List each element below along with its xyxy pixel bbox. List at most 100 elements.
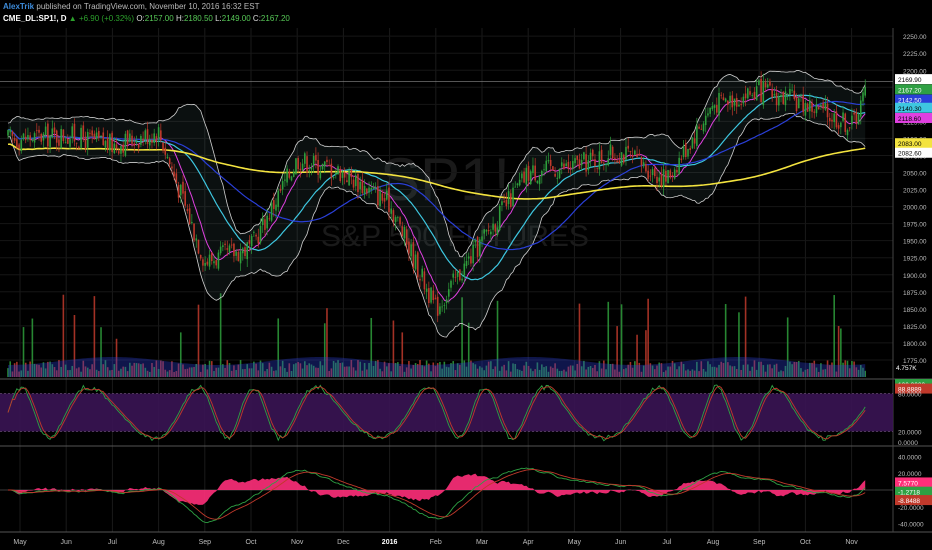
volume-bar bbox=[505, 370, 508, 377]
candle-body bbox=[636, 153, 638, 157]
volume-bar bbox=[193, 367, 195, 377]
volume-bar bbox=[244, 369, 246, 377]
symbol-name[interactable]: CME_DL:SP1!, D bbox=[3, 14, 67, 23]
candle-body bbox=[791, 89, 793, 91]
volume-bar bbox=[691, 369, 694, 377]
volume-bar bbox=[268, 362, 271, 377]
volume-bar bbox=[253, 361, 255, 377]
candle-body bbox=[239, 251, 242, 264]
volume-bar bbox=[806, 369, 809, 377]
candle-body bbox=[820, 104, 822, 107]
candle-body bbox=[392, 210, 395, 222]
candle-body bbox=[696, 125, 698, 146]
volume-bar bbox=[605, 369, 607, 377]
watermark-name: S&P 500 FUTURES bbox=[321, 220, 589, 253]
candle-body bbox=[75, 142, 78, 144]
volume-bar bbox=[436, 363, 439, 377]
candle-body bbox=[472, 244, 474, 264]
volume-bar bbox=[233, 365, 235, 377]
time-tick-label: May bbox=[568, 539, 582, 546]
candle-body bbox=[596, 167, 598, 169]
candle-body bbox=[749, 91, 751, 95]
candle-body bbox=[432, 290, 435, 301]
volume-bar bbox=[607, 301, 610, 377]
volume-bar bbox=[102, 364, 105, 377]
volume-bar bbox=[292, 364, 295, 377]
volume-bar bbox=[137, 363, 140, 377]
candle-body bbox=[182, 181, 184, 194]
price-tick-label: 1775.00 bbox=[903, 358, 927, 365]
volume-bar bbox=[80, 371, 82, 377]
macd-tick-label: -40.0000 bbox=[898, 522, 924, 529]
candle-body bbox=[620, 152, 623, 166]
volume-bar bbox=[474, 364, 477, 377]
candle-body bbox=[20, 140, 23, 151]
open-value: 2157.00 bbox=[144, 14, 174, 23]
candle-body bbox=[328, 165, 330, 166]
candle-body bbox=[857, 114, 860, 125]
candle-body bbox=[423, 271, 426, 290]
candle-body bbox=[372, 187, 375, 189]
last-ma-mid-label-bg bbox=[895, 102, 932, 113]
volume-bar bbox=[330, 368, 333, 377]
candle-body bbox=[541, 170, 543, 177]
volume-bar bbox=[855, 367, 858, 377]
volume-bar bbox=[115, 338, 118, 377]
candle-body bbox=[450, 280, 452, 288]
volume-bar bbox=[693, 370, 696, 377]
candle-body bbox=[113, 143, 116, 154]
candle-body bbox=[430, 287, 432, 303]
macd-histogram bbox=[8, 473, 866, 505]
volume-bar bbox=[609, 363, 612, 377]
volume-bar bbox=[494, 366, 497, 377]
volume-bar bbox=[625, 368, 627, 377]
candle-body bbox=[352, 179, 355, 188]
candle-body bbox=[306, 156, 308, 173]
volume-bar bbox=[75, 368, 78, 377]
price-tick-label: 2025.00 bbox=[903, 188, 927, 195]
candle-body bbox=[146, 129, 149, 144]
volume-bar bbox=[84, 366, 87, 377]
volume-bar bbox=[155, 360, 158, 377]
candle-body bbox=[498, 205, 501, 231]
volume-bar bbox=[487, 361, 490, 377]
volume-bar bbox=[328, 370, 330, 377]
candle-body bbox=[363, 185, 366, 195]
candle-body bbox=[445, 299, 448, 304]
candle-body bbox=[115, 144, 118, 149]
volume-bar bbox=[160, 360, 162, 377]
volume-bar bbox=[724, 304, 727, 377]
volume-bar bbox=[217, 367, 220, 377]
candle-body bbox=[248, 240, 251, 244]
candle-body bbox=[332, 177, 335, 178]
volume-bar bbox=[166, 371, 169, 377]
time-tick-label: Nov bbox=[291, 539, 304, 546]
volume-bar bbox=[594, 364, 596, 377]
candle-body bbox=[826, 103, 829, 118]
volume-bar bbox=[603, 360, 605, 377]
ma-mid-line bbox=[7, 94, 866, 281]
volume-bar bbox=[627, 364, 629, 377]
candle-body bbox=[789, 88, 791, 95]
volume-bar bbox=[184, 369, 186, 377]
macd-tick-label: 40.0000 bbox=[898, 454, 922, 461]
macd-hist-value-label-bg bbox=[895, 477, 932, 488]
volume-bar bbox=[408, 360, 410, 377]
author-link[interactable]: AlexTrik bbox=[3, 2, 35, 11]
candle-body bbox=[529, 171, 532, 185]
candle-body bbox=[250, 236, 253, 247]
candle-body bbox=[583, 152, 585, 160]
volume-bar bbox=[403, 371, 406, 377]
stochastic-d-line bbox=[7, 385, 866, 440]
volume-bar bbox=[514, 363, 517, 377]
candle-layer bbox=[7, 71, 867, 323]
candle-body bbox=[634, 150, 636, 155]
volume-bar bbox=[709, 364, 711, 377]
candle-body bbox=[419, 278, 421, 281]
candle-body bbox=[711, 106, 714, 110]
volume-bar bbox=[501, 366, 503, 377]
candle-body bbox=[202, 259, 204, 266]
stoch-tick-label: 0.0000 bbox=[898, 440, 918, 447]
candle-body bbox=[859, 100, 862, 117]
